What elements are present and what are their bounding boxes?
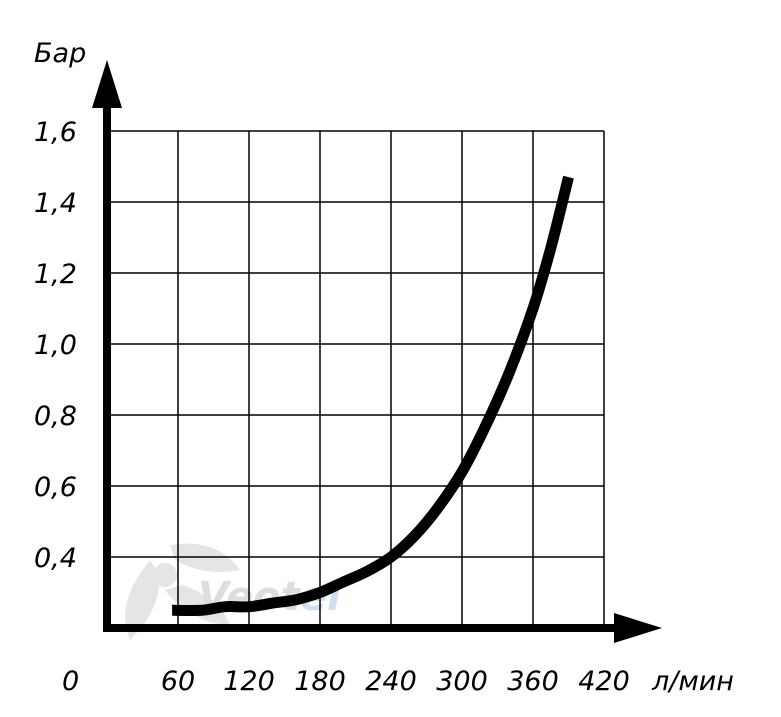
- x-tick-label: 240: [365, 666, 417, 697]
- x-tick-label: 300: [436, 666, 488, 697]
- y-tick-label: 0,6: [34, 472, 77, 503]
- y-tick-label: 1,2: [34, 259, 77, 290]
- x-tick-label: 420: [578, 666, 630, 697]
- y-tick-labels: 0,4 0,6 0,8 1,0 1,2 1,4 1,6: [34, 117, 77, 574]
- x-tick-label: 180: [294, 666, 346, 697]
- x-tick-labels: 60 120 180 240 300 360 420: [161, 666, 630, 697]
- y-tick-label: 0,4: [34, 543, 77, 574]
- y-tick-label: 1,6: [34, 117, 77, 148]
- y-tick-label: 1,0: [34, 330, 77, 361]
- y-tick-label: 1,4: [34, 188, 77, 219]
- x-axis-arrow-icon: [614, 613, 662, 643]
- x-tick-label: 60: [161, 666, 195, 697]
- origin-label: 0: [62, 666, 79, 697]
- axes: [92, 60, 662, 643]
- y-axis-title: Бар: [34, 38, 86, 69]
- grid: [107, 130, 605, 628]
- series-line: [172, 175, 574, 617]
- x-tick-label: 360: [507, 666, 559, 697]
- x-tick-label: 120: [223, 666, 275, 697]
- x-axis-title: л/мин: [651, 666, 734, 697]
- y-axis-arrow-icon: [92, 60, 122, 108]
- y-tick-label: 0,8: [34, 401, 77, 432]
